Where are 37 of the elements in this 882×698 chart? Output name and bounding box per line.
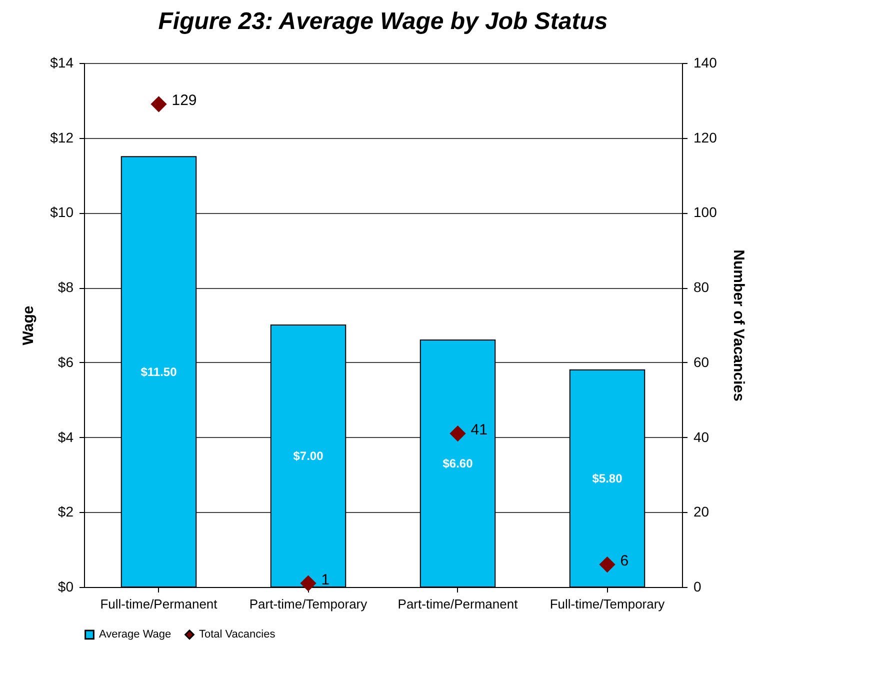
- y-tick-label: $6: [58, 354, 74, 370]
- point: [300, 575, 316, 592]
- data-label: $6.60: [442, 456, 474, 470]
- point: [150, 96, 167, 112]
- legend-label: Total Vacancies: [199, 628, 276, 641]
- x-tick-label: Part-time/Temporary: [249, 596, 368, 612]
- point: [450, 425, 466, 442]
- y-tick-label: $10: [50, 204, 74, 220]
- data-label: $11.50: [140, 364, 178, 379]
- y-axis-title: Wage: [20, 306, 38, 346]
- data-label: 129: [172, 92, 197, 110]
- data-label: 6: [620, 552, 629, 570]
- data-label: 41: [470, 422, 488, 439]
- x-tick-label: Full-time/Permanent: [100, 596, 218, 612]
- chart-title: Figure 23: Average Wage by Job Status: [158, 8, 608, 35]
- data-label: 1: [321, 571, 330, 588]
- point: [599, 556, 616, 573]
- y2-tick-label: 140: [694, 54, 718, 70]
- y2-axis-title: Number of Vacancies: [730, 250, 747, 402]
- y-tick-label: $14: [50, 54, 74, 70]
- legend-label: Average Wage: [99, 628, 172, 641]
- y2-tick-label: 120: [694, 129, 718, 146]
- y2-tick-label: 40: [694, 428, 710, 445]
- y2-tick-label: 0: [694, 578, 702, 594]
- y2-tick-label: 20: [694, 504, 710, 520]
- data-label: $5.80: [592, 471, 623, 486]
- data-label: $7.00: [293, 449, 324, 463]
- y2-tick-label: 60: [694, 354, 710, 370]
- y2-tick-label: 100: [694, 204, 718, 220]
- y-tick-label: $12: [50, 129, 74, 146]
- y-tick-label: $2: [58, 504, 74, 520]
- x-tick-label: Full-time/Temporary: [550, 596, 666, 612]
- y-tick-label: $8: [58, 279, 74, 296]
- y2-tick-label: 80: [694, 279, 710, 296]
- x-tick-label: Part-time/Permanent: [398, 596, 518, 612]
- y-tick-label: $4: [58, 428, 74, 445]
- y-tick-label: $0: [58, 578, 74, 594]
